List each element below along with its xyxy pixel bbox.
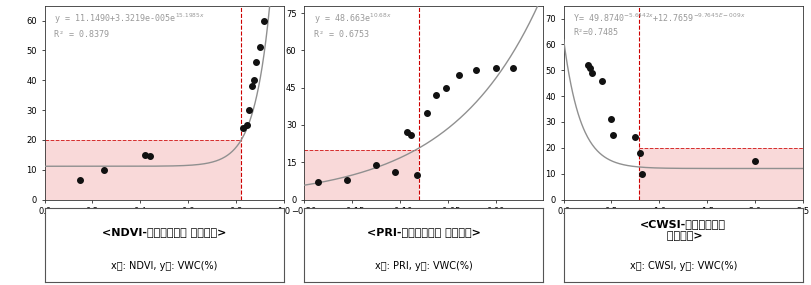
- Point: [410, 172, 423, 177]
- Point: [405, 133, 418, 137]
- Point: [586, 71, 599, 75]
- Point: [401, 130, 414, 135]
- Point: [139, 152, 152, 157]
- Point: [420, 110, 433, 115]
- Point: [144, 154, 157, 158]
- Point: [595, 78, 608, 83]
- Text: y = 48.663e$^{10.68x}$
R² = 0.6753: y = 48.663e$^{10.68x}$ R² = 0.6753: [314, 11, 392, 39]
- Text: x축: NDVI, y축: VWC(%): x축: NDVI, y축: VWC(%): [111, 261, 217, 271]
- Text: 0.786: 0.786: [628, 211, 650, 220]
- Point: [370, 162, 383, 167]
- Point: [629, 135, 642, 140]
- Text: x축: PRI, y축: VWC(%): x축: PRI, y축: VWC(%): [375, 261, 473, 271]
- Text: <CWSI-토양수분함량
 상관관계>: <CWSI-토양수분함량 상관관계>: [640, 219, 727, 241]
- Point: [245, 84, 258, 88]
- Point: [584, 66, 597, 70]
- Text: <PRI-토양수분함량 상관관계>: <PRI-토양수분함량 상관관계>: [367, 227, 481, 237]
- Text: 0.82: 0.82: [233, 211, 249, 220]
- Point: [607, 133, 620, 137]
- Point: [440, 86, 453, 90]
- Point: [605, 117, 618, 122]
- Point: [453, 73, 466, 78]
- Bar: [45, 140, 241, 200]
- Point: [250, 60, 263, 65]
- Bar: [639, 148, 803, 199]
- Text: <NDVI-토양수분함량 상관관계>: <NDVI-토양수분함량 상관관계>: [102, 227, 226, 237]
- Point: [633, 151, 646, 155]
- Text: y = 11.1490+3.3219e-005e$^{15.1985x}$
R² = 0.8379: y = 11.1490+3.3219e-005e$^{15.1985x}$ R²…: [54, 11, 205, 39]
- Point: [240, 123, 253, 127]
- Point: [749, 158, 762, 163]
- Point: [430, 93, 443, 97]
- Text: -0.08: -0.08: [410, 211, 429, 220]
- Point: [237, 126, 250, 130]
- Point: [242, 108, 255, 112]
- Point: [247, 78, 260, 83]
- Text: x축: CWSI, y축: VWC(%): x축: CWSI, y축: VWC(%): [629, 261, 737, 271]
- Point: [74, 178, 87, 182]
- Bar: [304, 150, 419, 199]
- Point: [98, 167, 111, 172]
- Point: [388, 170, 401, 174]
- Point: [470, 68, 483, 73]
- Point: [489, 66, 502, 70]
- Point: [506, 66, 519, 70]
- Point: [257, 18, 270, 23]
- Point: [312, 180, 325, 184]
- Point: [341, 177, 354, 182]
- Point: [581, 63, 594, 68]
- Point: [636, 171, 649, 176]
- Text: Y= 49.8740$^{-5.6442x}$+12.7659$^{-9.7645E-009x}$
R²=0.7485: Y= 49.8740$^{-5.6442x}$+12.7659$^{-9.764…: [573, 11, 746, 37]
- Point: [253, 45, 266, 50]
